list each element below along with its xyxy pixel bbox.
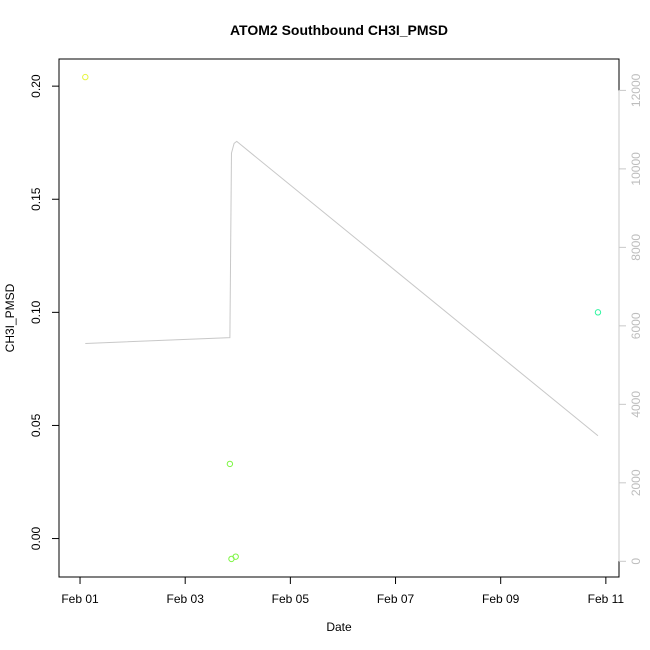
- x-axis: Feb 01 Feb 03 Feb 05 Feb 07 Feb 09 Feb 11: [61, 576, 625, 606]
- y-tick-label: 0.00: [29, 527, 43, 551]
- x-tick-label: Feb 07: [377, 592, 415, 606]
- secondary-y-tick-label: 8000: [629, 234, 643, 261]
- y-tick-label: 0.15: [29, 187, 43, 211]
- secondary-y-axis: 0 2000 4000 6000 8000 10000 12000: [618, 73, 643, 565]
- x-tick-label: Feb 11: [588, 592, 625, 606]
- y-tick-label: 0.20: [29, 74, 43, 98]
- x-axis-label: Date: [326, 620, 352, 634]
- plot-frame: [58, 58, 620, 578]
- y-axis: 0.00 0.05 0.10 0.15 0.20: [29, 74, 60, 551]
- data-points: [82, 73, 602, 563]
- secondary-line-path: [85, 140, 599, 437]
- data-point: [594, 309, 602, 316]
- y-tick-label: 0.05: [29, 413, 43, 437]
- secondary-y-tick-label: 2000: [629, 469, 643, 496]
- secondary-y-tick-label: 0: [629, 558, 643, 565]
- x-tick-label: Feb 05: [272, 592, 310, 606]
- data-point: [82, 73, 89, 81]
- x-tick-label: Feb 09: [482, 592, 520, 606]
- secondary-y-tick-label: 10000: [629, 152, 643, 186]
- y-axis-label: CH3I_PMSD: [3, 283, 17, 352]
- secondary-y-tick-label: 12000: [629, 73, 643, 107]
- x-tick-label: Feb 01: [61, 592, 99, 606]
- secondary-y-tick-label: 4000: [629, 391, 643, 418]
- secondary-series-line: [85, 140, 599, 437]
- y-tick-label: 0.10: [29, 300, 43, 324]
- x-tick-label: Feb 03: [167, 592, 205, 606]
- data-point: [232, 553, 239, 560]
- data-point: [226, 460, 234, 468]
- secondary-y-tick-label: 6000: [629, 312, 643, 339]
- chart-title: ATOM2 Southbound CH3I_PMSD: [230, 22, 448, 38]
